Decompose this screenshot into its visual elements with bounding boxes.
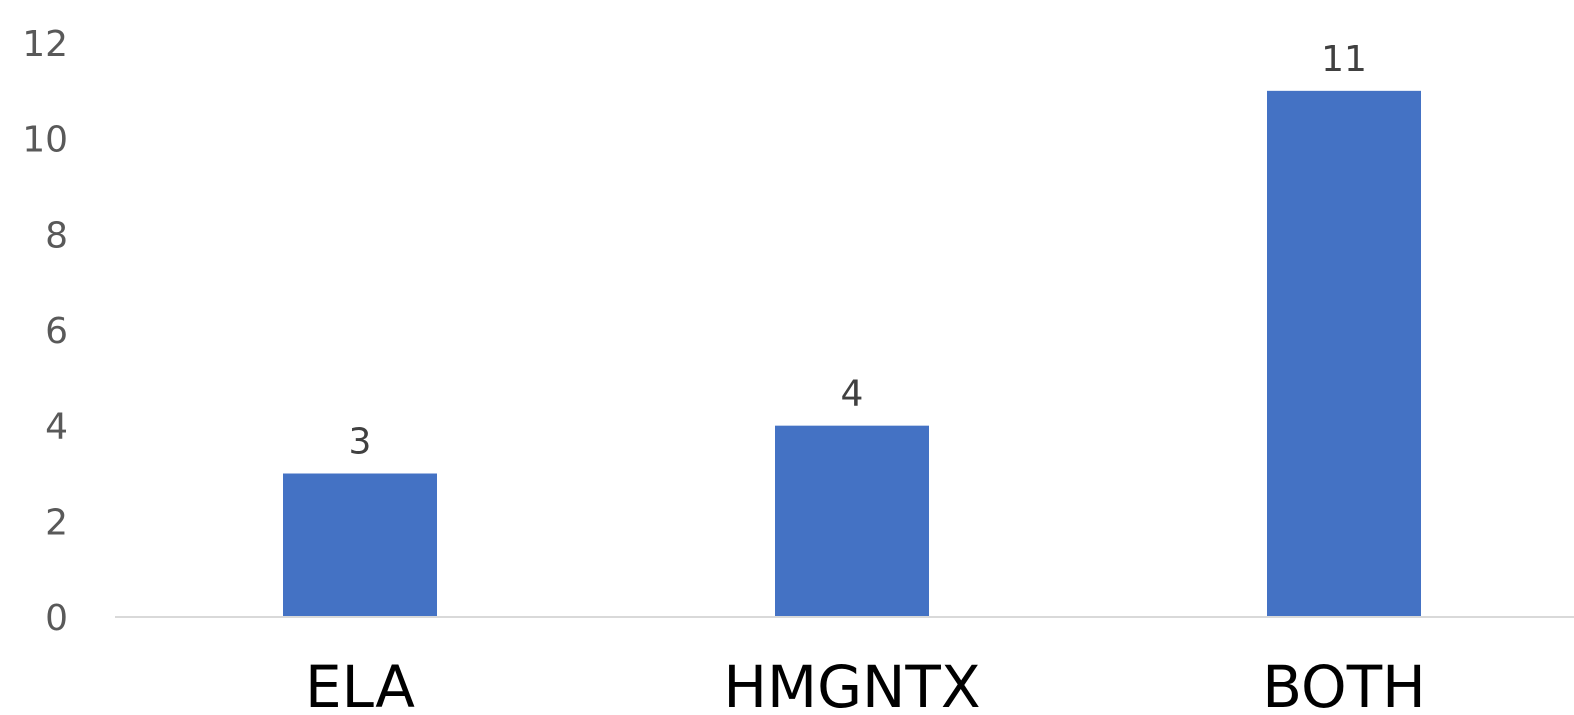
category-labels: ELA HMGNTX BOTH [305,653,1426,715]
y-tick-label: 10 [22,120,68,161]
data-label-both: 11 [1321,39,1367,80]
category-label-ela: ELA [305,653,415,715]
y-tick-label: 8 [45,215,68,256]
bar-ela [283,473,437,617]
bars [283,90,1421,618]
data-label-hmgntx: 4 [841,374,864,415]
y-axis-ticks: 0 2 4 6 8 10 12 [22,24,68,639]
bar-both [1267,90,1421,618]
y-tick-label: 4 [45,407,68,448]
y-tick-label: 2 [45,502,68,543]
bar-hmgntx [775,425,929,617]
y-tick-label: 6 [45,311,68,352]
category-label-both: BOTH [1262,653,1425,715]
data-label-ela: 3 [349,422,372,463]
y-tick-label: 12 [22,24,68,65]
data-labels: 3 4 11 [349,39,1367,463]
y-tick-label: 0 [45,598,68,639]
category-label-hmgntx: HMGNTX [723,653,980,715]
